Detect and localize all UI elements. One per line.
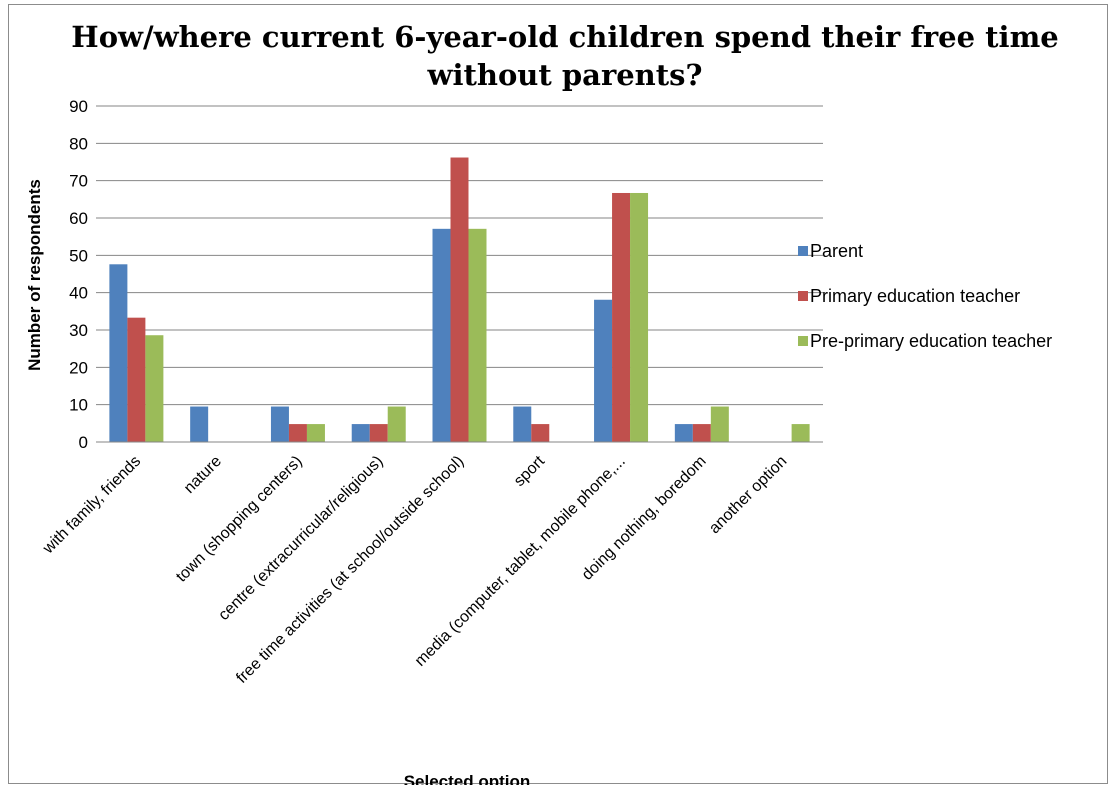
bars bbox=[109, 157, 810, 442]
bar-pre-primary-education-teacher-8 bbox=[791, 424, 810, 442]
legend-swatch-0 bbox=[798, 246, 808, 256]
bar-parent-3 bbox=[351, 424, 370, 442]
bar-chart: How/where current 6-year-old children sp… bbox=[25, 20, 1059, 785]
chart-title-line-2: without parents? bbox=[427, 58, 703, 92]
y-tick-label: 70 bbox=[69, 172, 88, 191]
bar-primary-education-teacher-0 bbox=[127, 317, 146, 442]
bar-pre-primary-education-teacher-0 bbox=[145, 335, 164, 442]
y-tick-label: 60 bbox=[69, 209, 88, 228]
bar-pre-primary-education-teacher-3 bbox=[387, 406, 406, 442]
y-tick-label: 30 bbox=[69, 321, 88, 340]
x-category-label: centre (extracurricular/religious) bbox=[215, 453, 386, 624]
x-category-label: nature bbox=[181, 453, 225, 497]
bar-parent-7 bbox=[674, 424, 693, 442]
bar-pre-primary-education-teacher-7 bbox=[710, 406, 729, 442]
y-tick-label: 90 bbox=[69, 97, 88, 116]
bar-primary-education-teacher-5 bbox=[531, 424, 550, 442]
chart-frame: How/where current 6-year-old children sp… bbox=[8, 4, 1108, 785]
bar-primary-education-teacher-7 bbox=[692, 424, 711, 442]
legend-swatch-2 bbox=[798, 336, 808, 346]
bar-primary-education-teacher-3 bbox=[369, 424, 388, 442]
bar-parent-4 bbox=[432, 228, 451, 442]
legend-label-0: Parent bbox=[810, 241, 863, 261]
x-category-label: another option bbox=[706, 453, 790, 537]
y-tick-label: 10 bbox=[69, 396, 88, 415]
legend-swatch-1 bbox=[798, 291, 808, 301]
y-tick-label: 0 bbox=[79, 433, 88, 452]
bar-parent-1 bbox=[190, 406, 209, 442]
x-category-label: sport bbox=[511, 452, 549, 490]
bar-parent-0 bbox=[109, 264, 128, 442]
y-tick-label: 40 bbox=[69, 284, 88, 303]
y-axis-ticks: 0 10 20 30 40 50 60 70 80 90 bbox=[69, 97, 88, 452]
legend-label-1: Primary education teacher bbox=[810, 286, 1020, 306]
bar-parent-6 bbox=[594, 299, 613, 442]
legend-label-2: Pre-primary education teacher bbox=[810, 331, 1052, 351]
bar-parent-2 bbox=[270, 406, 289, 442]
y-tick-label: 50 bbox=[69, 246, 88, 265]
chart-title-line-1: How/where current 6-year-old children sp… bbox=[71, 20, 1058, 54]
y-tick-label: 80 bbox=[69, 134, 88, 153]
bar-primary-education-teacher-4 bbox=[450, 157, 469, 442]
x-axis-label: Selected option bbox=[404, 772, 531, 785]
legend: Parent Primary education teacher Pre-prima… bbox=[798, 241, 1052, 351]
bar-pre-primary-education-teacher-4 bbox=[468, 228, 487, 442]
bar-pre-primary-education-teacher-2 bbox=[306, 424, 325, 442]
y-axis-label: Number of respondents bbox=[25, 179, 44, 371]
bar-primary-education-teacher-6 bbox=[612, 192, 631, 442]
bar-pre-primary-education-teacher-6 bbox=[630, 192, 649, 442]
y-tick-label: 20 bbox=[69, 358, 88, 377]
x-category-label: with family, friends bbox=[39, 453, 144, 558]
bar-parent-5 bbox=[513, 406, 532, 442]
bar-primary-education-teacher-2 bbox=[288, 424, 307, 442]
